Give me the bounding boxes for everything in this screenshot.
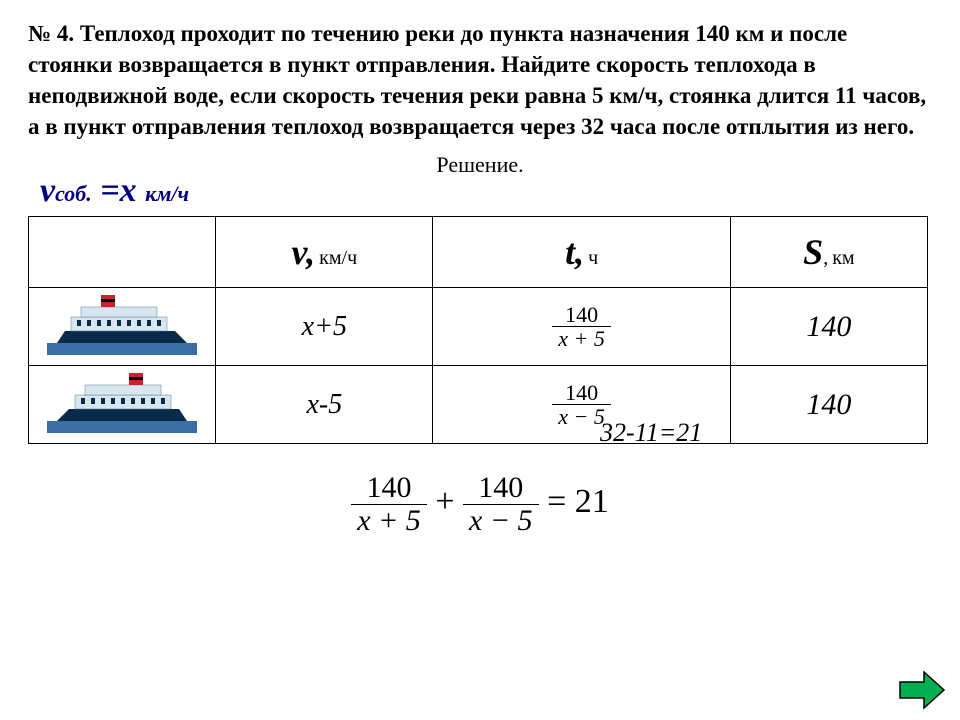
- header-velocity: v, км/ч: [216, 217, 433, 288]
- t-down-fraction: 140 x + 5: [552, 303, 611, 350]
- row-downstream: x+5 140 x + 5 140: [29, 288, 928, 366]
- v-downstream: x+5: [216, 288, 433, 366]
- problem-statement: № 4. Теплоход проходит по течению реки д…: [0, 0, 960, 142]
- row-upstream: x-5 140 x − 5 140: [29, 366, 928, 444]
- header-row: v, км/ч t, ч S, км: [29, 217, 928, 288]
- problem-number: № 4.: [28, 21, 74, 46]
- problem-text: Теплоход проходит по течению реки до пун…: [28, 21, 926, 139]
- eq-rhs: = 21: [547, 483, 609, 520]
- eq-plus: +: [435, 483, 463, 520]
- v-upstream: x-5: [216, 366, 433, 444]
- ship-downstream-cell: [29, 288, 216, 366]
- s-upstream: 140: [730, 366, 927, 444]
- final-equation: 140 x + 5 + 140 x − 5 = 21: [0, 472, 960, 536]
- eq-frac-1: 140 x + 5: [351, 472, 427, 536]
- ship-upstream-cell: [29, 366, 216, 444]
- t-downstream: 140 x + 5: [433, 288, 730, 366]
- header-distance: S, км: [730, 217, 927, 288]
- ship-icon: [47, 371, 197, 433]
- eq-frac-2: 140 x − 5: [463, 472, 539, 536]
- s-downstream: 140: [730, 288, 927, 366]
- v-equals-x: =х: [92, 172, 145, 209]
- v-symbol: v: [40, 172, 55, 209]
- header-time: t, ч: [433, 217, 730, 288]
- v-unit: км/ч: [145, 181, 189, 206]
- solution-table: v, км/ч t, ч S, км x+5: [28, 216, 928, 444]
- header-empty: [29, 217, 216, 288]
- v-subscript: соб.: [55, 181, 92, 206]
- ship-icon: [47, 293, 197, 355]
- travel-time-calc: 32-11=21: [600, 418, 702, 448]
- next-arrow-button[interactable]: [898, 670, 946, 710]
